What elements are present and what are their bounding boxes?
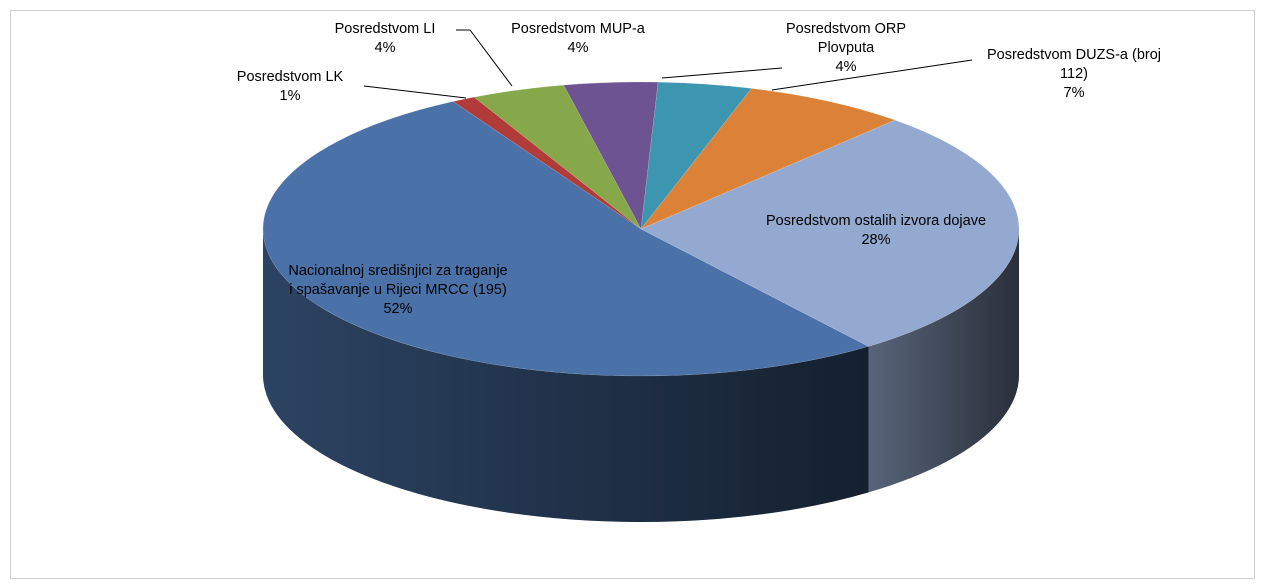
slice-label: Posredstvom ORP Plovputa 4% xyxy=(776,20,916,77)
slice xyxy=(563,81,659,230)
slice-label: Posredstvom ostalih izvora dojave 28% xyxy=(746,212,1006,250)
leader-line xyxy=(363,85,467,99)
slice-side-shade xyxy=(868,229,1019,493)
value-label: 52% xyxy=(383,301,413,317)
value-label: 4% xyxy=(374,40,396,56)
category-label: Posredstvom ostalih izvora dojave xyxy=(765,213,987,229)
leader-line xyxy=(661,67,783,79)
value-label: 28% xyxy=(861,232,891,248)
slice xyxy=(640,81,752,230)
value-label: 4% xyxy=(835,59,857,75)
value-label: 1% xyxy=(279,88,301,104)
category-label: Posredstvom LK xyxy=(236,69,344,85)
slice-label: Posredstvom MUP-a 4% xyxy=(488,20,668,58)
slice-label: Nacionalnoj središnjici za traganje i sp… xyxy=(288,262,508,319)
value-label: 7% xyxy=(1063,85,1085,101)
leader-line xyxy=(771,59,973,91)
leader-line xyxy=(456,29,513,87)
value-label: 4% xyxy=(567,40,589,56)
slice-label: Posredstvom LK 1% xyxy=(210,68,370,106)
pie xyxy=(262,81,1020,522)
slice xyxy=(640,119,1020,347)
slice-label: Posredstvom LI 4% xyxy=(310,20,460,58)
slice xyxy=(262,101,870,377)
category-label: Posredstvom LI xyxy=(334,21,436,37)
category-label: Posredstvom MUP-a xyxy=(511,21,645,37)
slice xyxy=(452,96,642,230)
leader-lines xyxy=(363,29,973,99)
slice-label: Posredstvom DUZS-a (broj 112) 7% xyxy=(974,46,1174,103)
category-label: Nacionalnoj središnjici za traganje i sp… xyxy=(288,263,508,298)
category-label: Posredstvom ORP Plovputa xyxy=(785,21,907,56)
category-label: Posredstvom DUZS-a (broj 112) xyxy=(986,47,1162,82)
slice-side-shade xyxy=(263,229,869,522)
slice xyxy=(473,84,642,230)
slice xyxy=(640,88,896,230)
